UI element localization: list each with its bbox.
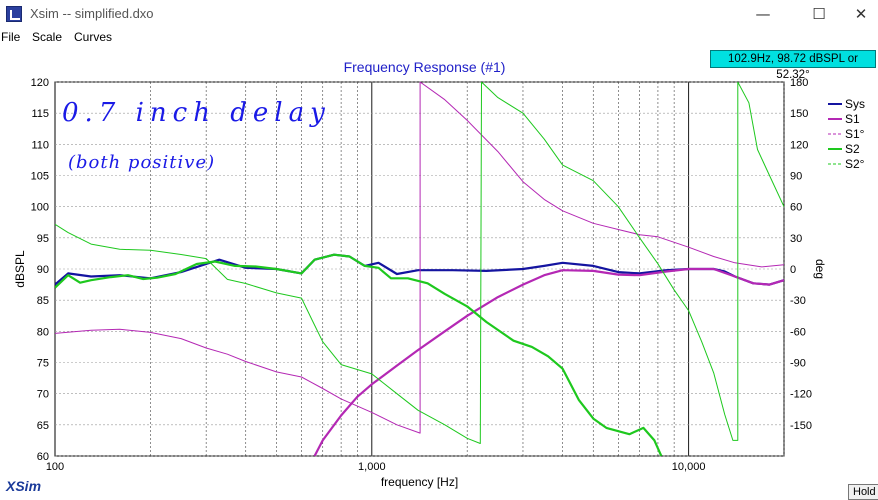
y2-tick-label: 30	[790, 233, 802, 245]
y2-tick-label: 60	[790, 202, 802, 214]
y2-tick-label: 180	[790, 77, 808, 89]
handwritten-annotation-line1: 0.7 inch delay	[62, 98, 331, 128]
x-tick-label: 100	[46, 461, 64, 473]
xsim-logo: XSim	[6, 478, 42, 494]
y2-tick-label: 120	[790, 139, 808, 151]
frequency-response-chart[interactable]: Frequency Response (#1) 60 65 70 75 80 85 90 95 1…	[0, 52, 878, 497]
y2-tick-label: 90	[790, 171, 802, 183]
y-tick-label: 115	[31, 108, 49, 120]
y2-tick-label: 0	[790, 264, 796, 276]
x-axis-label: frequency [Hz]	[381, 475, 458, 489]
x-tick-label: 10,000	[672, 461, 706, 473]
y2-axis-label: deg	[813, 259, 827, 279]
y2-tick-label: -60	[790, 326, 806, 338]
y-tick-label: 90	[37, 264, 49, 276]
y2-tick-label: -120	[790, 389, 812, 401]
y-tick-label: 70	[37, 389, 49, 401]
app-icon	[6, 6, 22, 22]
series-line-1	[313, 267, 784, 456]
handwritten-annotation-line2: (both positive)	[68, 152, 216, 173]
window-title: Xsim -- simplified.dxo	[30, 6, 154, 21]
y-tick-label: 105	[31, 171, 49, 183]
y-tick-label: 60	[37, 451, 49, 463]
series-line-3	[55, 253, 663, 456]
y-tick-label: 110	[31, 139, 49, 151]
close-button[interactable]: ✕	[854, 5, 868, 23]
y2-tick-label: -30	[790, 295, 806, 307]
y-tick-label: 85	[37, 295, 49, 307]
y-tick-label: 80	[37, 326, 49, 338]
chart-title: Frequency Response (#1)	[344, 59, 506, 75]
x-tick-label: 1,000	[358, 461, 386, 473]
cursor-readout: 102.9Hz, 98.72 dBSPL or 52.32°	[710, 50, 876, 81]
y-tick-label: 75	[37, 358, 49, 370]
maximize-button[interactable]: ☐	[812, 5, 826, 23]
legend-label: S1°	[845, 127, 865, 141]
legend-label: S2	[845, 142, 860, 156]
menu-curves[interactable]: Curves	[74, 30, 113, 44]
y2-tick-label: 150	[790, 108, 808, 120]
y2-tick-label: -150	[790, 420, 812, 432]
menu-scale[interactable]: Scale	[32, 30, 63, 44]
hold-button[interactable]: Hold	[848, 484, 878, 500]
y2-tick-label: -90	[790, 358, 806, 370]
series-line-2	[55, 82, 784, 434]
y-tick-label: 120	[31, 77, 49, 89]
title-bar: Xsim -- simplified.dxo — ☐ ✕	[0, 0, 878, 28]
legend-label: S1	[845, 112, 860, 126]
legend-label: Sys	[845, 97, 865, 111]
minimize-button[interactable]: —	[755, 5, 771, 23]
series-line-4	[55, 82, 784, 444]
legend-label: S2°	[845, 157, 865, 171]
y-tick-label: 95	[37, 233, 49, 245]
y-tick-label: 100	[31, 202, 49, 214]
y-tick-label: 65	[37, 420, 49, 432]
y-axis-label: dBSPL	[13, 250, 27, 288]
menu-file[interactable]: File	[1, 30, 21, 44]
